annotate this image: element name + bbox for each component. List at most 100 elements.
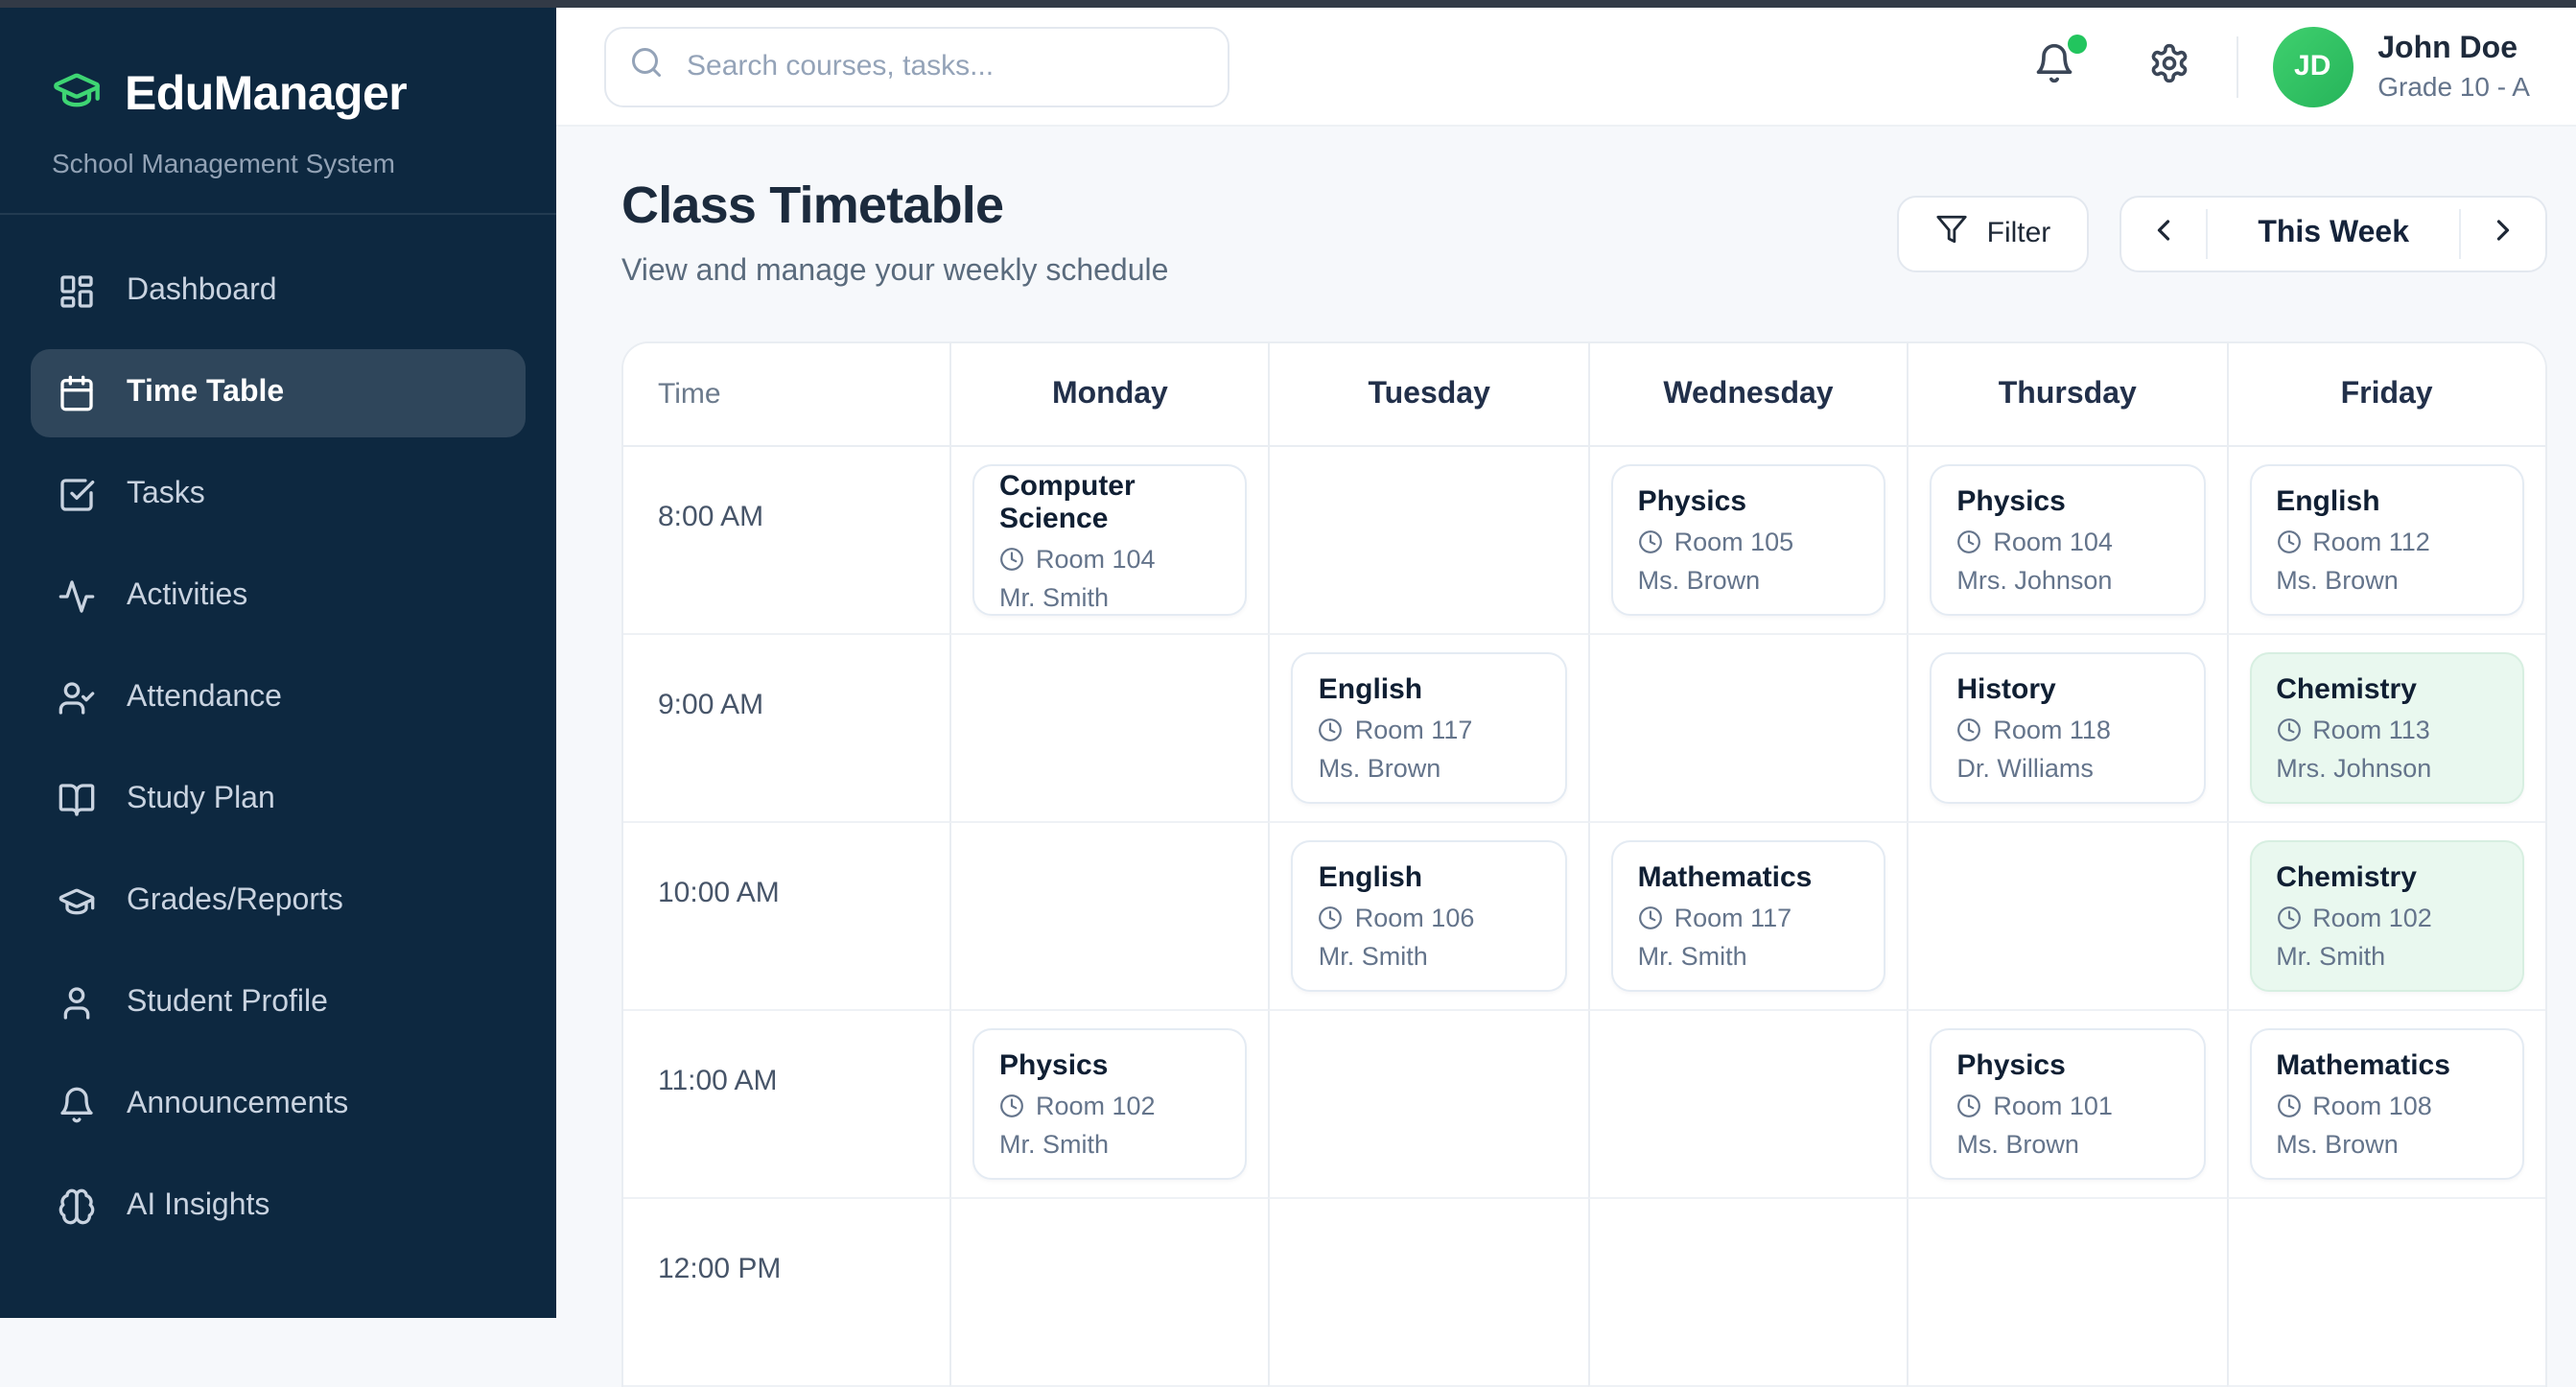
page-subtitle: View and manage your weekly schedule [621,255,1169,288]
activity-icon [59,580,95,613]
room-label: Room 102 [2312,904,2432,932]
class-subject: Physics [1637,485,1747,518]
empty-slot [1907,1199,2227,1387]
class-card[interactable]: English Room 106 Mr. Smith [1291,840,1567,992]
room-label: Room 118 [1993,716,2111,744]
class-subject: Computer Science [999,469,1136,534]
graduation-cap-icon [59,888,95,915]
day-column-header: Monday [949,343,1269,447]
funnel-icon [1935,213,1968,253]
empty-slot [1907,823,2227,1011]
class-card[interactable]: Physics Room 102 Mr. Smith [972,1028,1248,1180]
sidebar-item-grades-reports[interactable]: Grades/Reports [31,858,526,946]
clock-icon [1638,530,1662,553]
sidebar-item-tasks[interactable]: Tasks [31,451,526,539]
class-card[interactable]: Physics Room 105 Ms. Brown [1610,464,1886,616]
day-column-header: Tuesday [1268,343,1588,447]
timetable-slot: Mathematics Room 108 Ms. Brown [2226,1011,2545,1199]
class-room: Room 101 [1956,1092,2178,1120]
avatar: JD [2272,26,2354,106]
class-teacher: Ms. Brown [2276,1130,2399,1159]
layout-dashboard-icon [60,275,93,308]
class-card[interactable]: Mathematics Room 117 Mr. Smith [1610,840,1886,992]
page-content: Class Timetable View and manage your wee… [556,127,2576,1387]
sidebar-item-attendance[interactable]: Attendance [31,654,526,742]
class-room: Room 112 [2276,528,2497,556]
class-card[interactable]: English Room 112 Ms. Brown [2249,464,2524,616]
sidebar-item-label: Attendance [127,681,282,714]
room-label: Room 102 [1036,1092,1156,1120]
sidebar-item-announcements[interactable]: Announcements [31,1061,526,1149]
room-label: Room 108 [2312,1092,2432,1120]
previous-week-button[interactable] [2121,197,2206,270]
graduation-cap-logo-icon [52,65,102,125]
sidebar-nav: Dashboard Time Table Tasks Activities Attend… [0,215,556,1283]
week-nav-separator [2459,208,2461,258]
time-label: 11:00 AM [623,1011,949,1199]
sidebar-item-ai-insights[interactable]: AI Insights [31,1163,526,1251]
timetable-slot: Chemistry Room 113 Mrs. Johnson [2226,635,2545,823]
room-label: Room 117 [1674,904,1792,932]
search-icon [629,44,664,88]
app-title: EduManager [125,67,408,121]
class-card[interactable]: Physics Room 104 Mrs. Johnson [1930,464,2206,616]
class-card[interactable]: Chemistry Room 113 Mrs. Johnson [2249,652,2524,804]
class-subject: English [2276,485,2380,518]
timetable-slot: English Room 106 Mr. Smith [1268,823,1588,1011]
clock-icon [1957,1094,1981,1117]
clock-icon [2277,1094,2301,1117]
room-label: Room 104 [1036,544,1156,573]
sidebar-item-study-plan[interactable]: Study Plan [31,756,526,844]
day-column-header: Friday [2226,343,2545,447]
sidebar-item-dashboard[interactable]: Dashboard [31,247,526,336]
filter-button[interactable]: Filter [1896,195,2090,271]
class-teacher: Dr. Williams [1956,754,2094,783]
sidebar-divider [0,213,556,215]
sidebar-item-label: Activities [127,579,248,612]
class-subject: History [1956,673,2056,706]
chevron-right-icon [2486,213,2520,253]
class-teacher: Mr. Smith [1318,942,1428,971]
app-tagline: School Management System [52,148,395,178]
sidebar-item-label: Announcements [127,1088,349,1120]
sidebar-item-time-table[interactable]: Time Table [31,349,526,437]
settings-button[interactable] [2136,31,2201,102]
timetable-slot: English Room 117 Ms. Brown [1268,635,1588,823]
topbar: JD John Doe Grade 10 - A [556,8,2576,127]
class-card[interactable]: Mathematics Room 108 Ms. Brown [2249,1028,2524,1180]
user-menu[interactable]: JD John Doe Grade 10 - A [2272,26,2530,106]
room-label: Room 104 [1993,528,2113,556]
timetable-slot: Physics Room 101 Ms. Brown [1907,1011,2227,1199]
empty-slot [949,823,1269,1011]
calendar-icon [60,375,93,411]
class-teacher: Mr. Smith [999,1130,1110,1159]
timetable-slot: Physics Room 104 Mrs. Johnson [1907,447,2227,635]
notifications-button[interactable] [2021,31,2087,102]
class-room: Room 102 [2276,904,2497,932]
class-card[interactable]: History Room 118 Dr. Williams [1930,652,2206,804]
class-card[interactable]: English Room 117 Ms. Brown [1291,652,1567,804]
book-open-icon [59,784,95,816]
user-icon [63,987,90,1020]
user-name: John Doe [2377,32,2517,65]
class-card[interactable]: Computer Science Room 104 Mr. Smith [972,464,1248,616]
next-week-button[interactable] [2461,197,2545,270]
bell-icon [60,1087,93,1123]
empty-slot [2226,1199,2545,1387]
class-room: Room 105 [1638,528,1860,556]
sidebar-item-label: Time Table [127,376,285,409]
sidebar-item-student-profile[interactable]: Student Profile [31,959,526,1047]
timetable-grid: Time Monday Tuesday Wednesday Thursday Friday… [621,341,2547,1387]
check-square-icon [60,479,95,511]
bell-icon [2032,42,2074,90]
timetable-slot: Computer Science Room 104 Mr. Smith [949,447,1269,635]
time-label: 8:00 AM [623,447,949,635]
class-card[interactable]: Physics Room 101 Ms. Brown [1930,1028,2206,1180]
sidebar-item-activities[interactable]: Activities [31,552,526,641]
clock-icon [2277,718,2301,741]
search-input[interactable] [604,26,1229,106]
filter-label: Filter [1986,217,2051,249]
class-card[interactable]: Chemistry Room 102 Mr. Smith [2249,840,2524,992]
brain-icon [59,1188,95,1225]
logo-block: EduManager School Management System [0,8,556,213]
